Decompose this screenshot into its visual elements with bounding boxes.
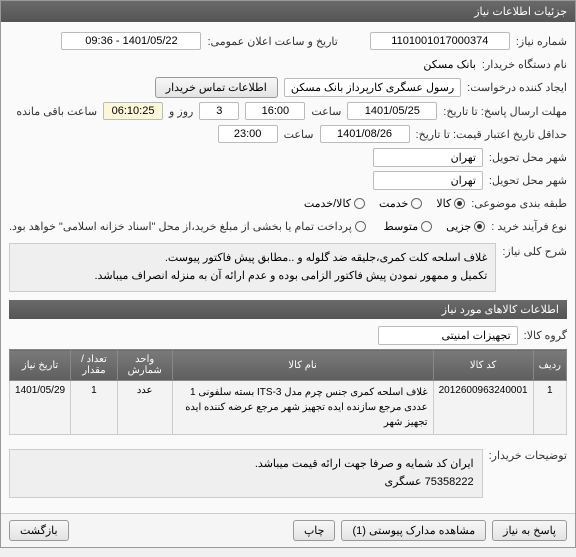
- cell-idx: 1: [533, 381, 566, 435]
- buyer-note: ایران کد شمایه و صرفا جهت ارائه قیمت میب…: [9, 449, 483, 498]
- subject-radio-group: کالا خدمت کالا/خدمت: [304, 197, 465, 210]
- table-header-row: ردیف کد کالا نام کالا واحد شمارش تعداد /…: [10, 350, 567, 381]
- cell-code: 2012600963240001: [433, 381, 533, 435]
- time-label-2: ساعت: [284, 128, 314, 141]
- col-unit: واحد شمارش: [117, 350, 172, 381]
- validity-date: 1401/08/26: [320, 125, 410, 143]
- deadline-label: مهلت ارسال پاسخ: تا تاریخ:: [443, 105, 567, 118]
- days-suffix: روز و: [169, 105, 193, 118]
- issue-city-value: تهران: [373, 148, 483, 167]
- deliver-city-value: تهران: [373, 171, 483, 190]
- table-row: 1 2012600963240001 غلاف اسلحه کمری جنس چ…: [10, 381, 567, 435]
- time-label-1: ساعت: [311, 105, 341, 118]
- desc-line-2: تکمیل و ممهور نمودن پیش فاکتور الزامی بو…: [18, 268, 487, 286]
- need-description: غلاف اسلحه کلت کمری،جلیقه ضد گلوله و ..م…: [9, 243, 496, 292]
- buyer-contact-button[interactable]: اطلاعات تماس خریدار: [155, 77, 278, 98]
- col-date: تاریخ نیاز: [10, 350, 71, 381]
- desc-line-1: غلاف اسلحه کلت کمری،جلیقه ضد گلوله و ..م…: [18, 250, 487, 268]
- col-qty: تعداد / مقدار: [71, 350, 118, 381]
- deadline-date: 1401/05/25: [347, 102, 437, 120]
- footer-toolbar: پاسخ به نیاز مشاهده مدارک پیوستی (1) چاپ…: [1, 513, 575, 547]
- subject-class-label: طبقه بندی موضوعی:: [471, 197, 567, 210]
- radio-dot-icon: [355, 221, 366, 232]
- creator-label: ایجاد کننده درخواست:: [467, 81, 567, 94]
- radio-both[interactable]: کالا/خدمت: [304, 197, 365, 210]
- need-details-panel: جزئیات اطلاعات نیاز شماره نیاز: 11010010…: [0, 0, 576, 548]
- cell-date: 1401/05/29: [10, 381, 71, 435]
- form-body: شماره نیاز: 1101001017000374 تاریخ و ساع…: [1, 22, 575, 513]
- need-desc-label: شرح کلی نیاز:: [502, 239, 567, 258]
- attachments-button[interactable]: مشاهده مدارک پیوستی (1): [341, 520, 486, 541]
- validity-label: حداقل تاریخ اعتبار قیمت: تا تاریخ:: [416, 128, 567, 141]
- validity-time: 23:00: [218, 125, 278, 143]
- radio-service[interactable]: خدمت: [379, 197, 422, 210]
- buyer-note-line-1: ایران کد شمایه و صرفا جهت ارائه قیمت میب…: [18, 456, 474, 474]
- announce-value: 1401/05/22 - 09:36: [61, 32, 201, 50]
- process-radio-group: جزیی متوسط: [384, 220, 486, 233]
- need-number-value: 1101001017000374: [370, 32, 510, 50]
- deadline-time: 16:00: [245, 102, 305, 120]
- radio-dot-icon: [474, 221, 485, 232]
- reply-button[interactable]: پاسخ به نیاز: [492, 520, 567, 541]
- creator-value: رسول عسگری کارپرداز بانک مسکن: [284, 78, 461, 97]
- treasury-check[interactable]: پرداخت تمام یا بخشی از مبلغ خرید،از محل …: [9, 220, 366, 233]
- announce-label: تاریخ و ساعت اعلان عمومی:: [207, 35, 337, 48]
- items-table: ردیف کد کالا نام کالا واحد شمارش تعداد /…: [9, 349, 567, 435]
- radio-dot-icon: [421, 221, 432, 232]
- radio-low[interactable]: جزیی: [446, 220, 485, 233]
- radio-dot-icon: [411, 198, 422, 209]
- radio-mid[interactable]: متوسط: [384, 220, 433, 233]
- countdown-timer: 06:10:25: [103, 102, 163, 120]
- issue-city-label: شهر محل تحویل:: [489, 151, 567, 164]
- process-type-label: نوع فرآیند خرید :: [491, 220, 567, 233]
- buyer-note-label: توضیحات خریدار:: [489, 443, 567, 462]
- buyer-value: بانک مسکن: [423, 58, 476, 71]
- items-section-header: اطلاعات کالاهای مورد نیاز: [9, 300, 567, 319]
- radio-goods[interactable]: کالا: [436, 197, 465, 210]
- back-button[interactable]: بازگشت: [9, 520, 69, 541]
- col-name: نام کالا: [172, 350, 433, 381]
- goods-group-label: گروه کالا:: [524, 329, 567, 342]
- print-button[interactable]: چاپ: [293, 520, 336, 541]
- panel-header: جزئیات اطلاعات نیاز: [1, 1, 575, 22]
- deliver-city-label: شهر محل تحویل:: [489, 174, 567, 187]
- col-code: کد کالا: [433, 350, 533, 381]
- countdown-suffix: ساعت باقی مانده: [16, 105, 97, 118]
- panel-title: جزئیات اطلاعات نیاز: [474, 6, 567, 18]
- goods-group-value: تجهیزات امنیتی: [378, 326, 518, 345]
- radio-dot-icon: [454, 198, 465, 209]
- cell-qty: 1: [71, 381, 118, 435]
- need-number-label: شماره نیاز:: [516, 35, 567, 48]
- col-idx: ردیف: [533, 350, 566, 381]
- buyer-note-line-2: 75358222 عسگری: [18, 474, 474, 492]
- cell-unit: عدد: [117, 381, 172, 435]
- days-remaining: 3: [199, 102, 239, 120]
- buyer-label: نام دستگاه خریدار:: [482, 58, 567, 71]
- cell-name: غلاف اسلحه کمری جنس چرم مدل ITS-3 بسته س…: [172, 381, 433, 435]
- radio-dot-icon: [354, 198, 365, 209]
